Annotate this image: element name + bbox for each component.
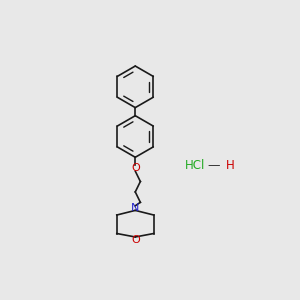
Text: HCl: HCl — [185, 159, 206, 172]
Text: N: N — [131, 203, 140, 213]
Text: —: — — [208, 159, 220, 172]
Text: H: H — [226, 159, 234, 172]
Text: O: O — [131, 163, 140, 173]
Text: O: O — [131, 235, 140, 245]
